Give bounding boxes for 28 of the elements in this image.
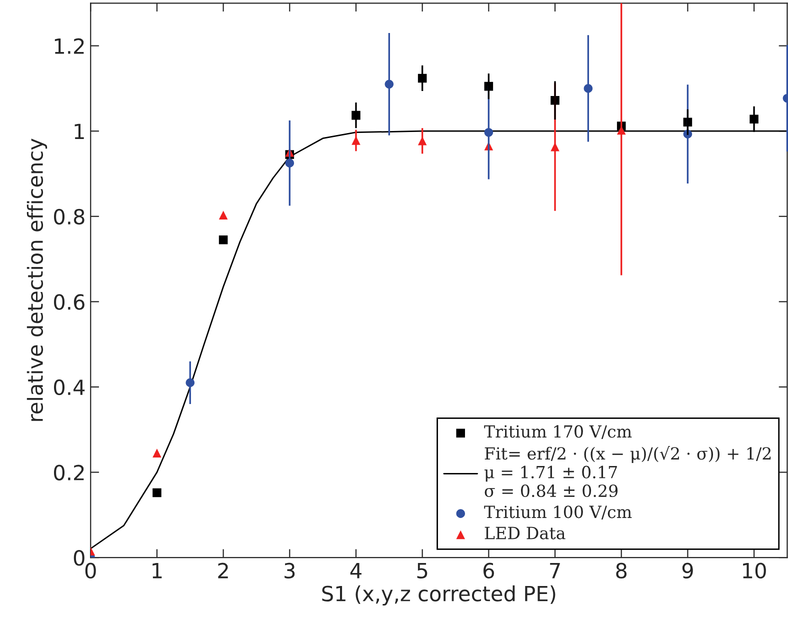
- x-tick-label: 5: [417, 563, 428, 579]
- point: [152, 488, 162, 498]
- legend-label: Tritium 170 V/cm: [484, 425, 632, 440]
- x-tick-label: 3: [284, 562, 295, 579]
- y-tick-label: 0.6: [54, 294, 84, 310]
- x-tick-label: 4: [350, 563, 362, 578]
- x-tick-label: 6: [484, 562, 494, 579]
- y-tick-label: 1.2: [54, 38, 84, 54]
- y-axis-title: relative detection efficency: [26, 138, 48, 421]
- x-tick-label: 7: [550, 563, 560, 578]
- x-axis-title: S1 (x,y,z corrected PE): [322, 585, 556, 606]
- y-tick-label: 1: [74, 124, 84, 140]
- point: [218, 210, 228, 220]
- x-tick-label: 2: [218, 562, 228, 578]
- y-tick-label: 0.4: [54, 379, 85, 396]
- y-tick-label: 0.2: [54, 464, 84, 480]
- x-tick-label: 10: [743, 562, 766, 579]
- x-tick-label: 9: [682, 562, 693, 579]
- x-tick-label: 0: [85, 562, 96, 579]
- point: [152, 448, 162, 458]
- y-tick-label: 0: [74, 550, 84, 566]
- x-tick-label: 8: [616, 562, 627, 579]
- legend-label: LED Data: [484, 526, 566, 540]
- legend-label: Tritium 100 V/cm: [484, 506, 632, 520]
- legend-label: Fit= erf/2 · ((x − μ)/(√2 · σ)) + 1/2 μ = 1.71 ± 0.17 σ = 0.84 ± 0.29: [484, 446, 771, 498]
- x-tick-label: 1: [152, 563, 162, 578]
- point: [218, 235, 228, 244]
- y-tick-label: 0.8: [54, 208, 84, 225]
